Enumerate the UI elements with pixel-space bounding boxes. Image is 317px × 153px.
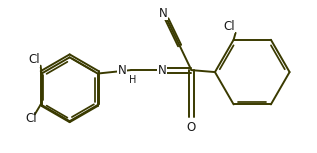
Text: N: N: [118, 64, 126, 77]
Text: N: N: [158, 64, 166, 77]
Text: N: N: [158, 7, 167, 20]
Text: H: H: [129, 75, 136, 85]
Text: Cl: Cl: [223, 20, 235, 33]
Text: Cl: Cl: [28, 53, 40, 66]
Text: O: O: [187, 121, 196, 134]
Text: Cl: Cl: [25, 112, 37, 125]
